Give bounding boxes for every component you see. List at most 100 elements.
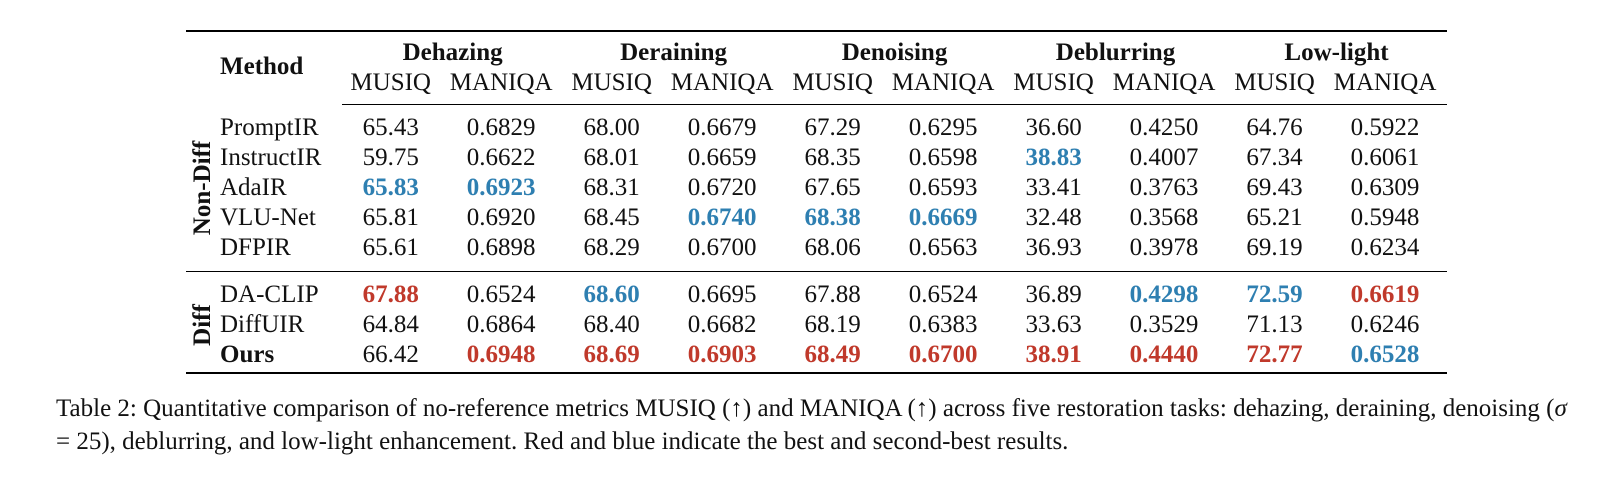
value-cell: 0.6524 (439, 271, 564, 310)
value-cell: 0.3978 (1129, 234, 1199, 261)
value-cell: 0.4250 (1129, 114, 1199, 141)
value-cell: 0.6903 (687, 341, 757, 368)
results-table: Method Dehazing Deraining Denoising Deblurr… (186, 30, 1447, 378)
value-cell: 68.38 (804, 204, 861, 231)
task-header: Low-light (1284, 39, 1389, 66)
method-cell: DiffUIR (220, 311, 305, 338)
metric-header: MANIQA (881, 68, 1006, 105)
table-bottom-rule (186, 372, 1447, 374)
value-cell: 0.6524 (881, 271, 1006, 310)
caption-text-start: Table 2: Quantitative comparison of no-r… (56, 395, 1555, 422)
value-cell: 69.19 (1246, 234, 1303, 261)
value-cell: 68.06 (804, 234, 861, 261)
metric-header: MANIQA (439, 68, 564, 105)
value-cell: 33.63 (1025, 311, 1082, 338)
value-cell: 0.6619 (1323, 271, 1447, 310)
value-cell: 0.4298 (1102, 271, 1226, 310)
metric-header: MUSIQ (1225, 68, 1324, 105)
value-cell: 68.19 (804, 311, 861, 338)
value-cell: 0.6246 (1350, 311, 1420, 338)
caption-text-end: ), deblurring, and low-light enhancement… (101, 428, 1069, 455)
caption-equals: = 25 (56, 428, 102, 455)
value-cell: 69.43 (1246, 174, 1303, 201)
value-cell: 67.29 (804, 114, 861, 141)
metric-header: MUSIQ (563, 68, 661, 105)
value-cell: 0.6598 (908, 144, 978, 171)
value-cell: 36.60 (1025, 114, 1082, 141)
value-cell: 67.65 (804, 174, 861, 201)
value-cell: 0.6700 (687, 234, 757, 261)
value-cell: 0.6829 (466, 114, 536, 141)
value-cell: 68.29 (583, 234, 640, 261)
value-cell: 0.6920 (466, 204, 536, 231)
metric-header: MUSIQ (1005, 68, 1103, 105)
value-cell: 65.43 (362, 114, 419, 141)
method-cell: InstructIR (220, 144, 322, 171)
metric-header: MANIQA (660, 68, 785, 105)
table-row: InstructIR 59.75 0.6622 68.01 0.6659 68.35 0.6… (186, 143, 1447, 173)
value-cell: 0.6679 (687, 114, 757, 141)
value-cell: 65.61 (362, 234, 419, 261)
value-cell: 0.3763 (1129, 174, 1199, 201)
value-cell: 71.13 (1246, 311, 1303, 338)
value-cell: 68.60 (563, 271, 661, 310)
value-cell: 0.3529 (1129, 311, 1199, 338)
value-cell: 66.42 (362, 341, 419, 368)
task-header-row: Method Dehazing Deraining Denoising Deblurr… (186, 30, 1447, 80)
metric-header: MANIQA (1102, 68, 1226, 105)
table-row: VLU-Net 65.81 0.6920 68.45 0.6740 68.38 0.6669… (186, 203, 1447, 233)
value-cell: 0.6669 (908, 204, 978, 231)
value-cell: 64.76 (1246, 114, 1303, 141)
value-cell: 0.5948 (1350, 204, 1420, 231)
group-label-cell: Non-Diff (186, 105, 220, 272)
value-cell: 0.6593 (908, 174, 978, 201)
value-cell: 67.88 (784, 271, 882, 310)
value-cell: 0.6720 (687, 174, 757, 201)
value-cell: 65.81 (362, 204, 419, 231)
table-top-rule (186, 30, 1447, 32)
group-label: Non-Diff (189, 140, 216, 235)
value-cell: 68.00 (583, 114, 640, 141)
table-row: Ours 66.42 0.6948 68.69 0.6903 68.49 0.6700 38.… (186, 340, 1447, 378)
value-cell: 0.6700 (908, 341, 978, 368)
method-cell: VLU-Net (220, 204, 316, 231)
method-cell: Ours (220, 341, 275, 368)
value-cell: 65.83 (362, 174, 419, 201)
group-label: Diff (189, 304, 216, 346)
value-cell: 0.6309 (1350, 174, 1420, 201)
caption-sigma: σ (1554, 395, 1567, 422)
value-cell: 0.6740 (687, 204, 757, 231)
value-cell: 36.89 (1005, 271, 1103, 310)
value-cell: 0.6898 (466, 234, 536, 261)
value-cell: 68.40 (583, 311, 640, 338)
value-cell: 64.84 (362, 311, 419, 338)
value-cell: 68.69 (583, 341, 640, 368)
value-cell: 0.5922 (1350, 114, 1420, 141)
value-cell: 0.6563 (908, 234, 978, 261)
value-cell: 72.77 (1246, 341, 1303, 368)
method-header: Method (220, 53, 304, 81)
method-cell: DA-CLIP (220, 271, 343, 310)
value-cell: 0.6695 (660, 271, 785, 310)
table-row: DFPIR 65.61 0.6898 68.29 0.6700 68.06 0.6563 36… (186, 233, 1447, 272)
task-header: Denoising (841, 39, 948, 66)
value-cell: 0.4007 (1129, 144, 1199, 171)
task-header: Deblurring (1055, 39, 1176, 66)
table-group: Non-Diff PromptIR 65.43 0.6829 68.00 0.6679 67… (186, 105, 1447, 272)
value-cell: 38.83 (1025, 144, 1082, 171)
value-cell: 68.45 (583, 204, 640, 231)
value-cell: 0.6295 (908, 114, 978, 141)
group-label-cell: Diff (186, 271, 220, 378)
value-cell: 0.6622 (466, 144, 536, 171)
value-cell: 38.91 (1025, 341, 1082, 368)
task-header: Dehazing (402, 39, 503, 66)
value-cell: 0.6682 (687, 311, 757, 338)
value-cell: 59.75 (362, 144, 419, 171)
table-group: Diff DA-CLIP 67.88 0.6524 68.60 0.6695 67.88 0.… (186, 271, 1447, 378)
metric-header: MUSIQ (784, 68, 882, 105)
value-cell: 0.6383 (908, 311, 978, 338)
value-cell: 33.41 (1025, 174, 1082, 201)
value-cell: 67.34 (1246, 144, 1303, 171)
metric-header: MUSIQ (342, 68, 440, 105)
method-cell: DFPIR (220, 234, 291, 261)
